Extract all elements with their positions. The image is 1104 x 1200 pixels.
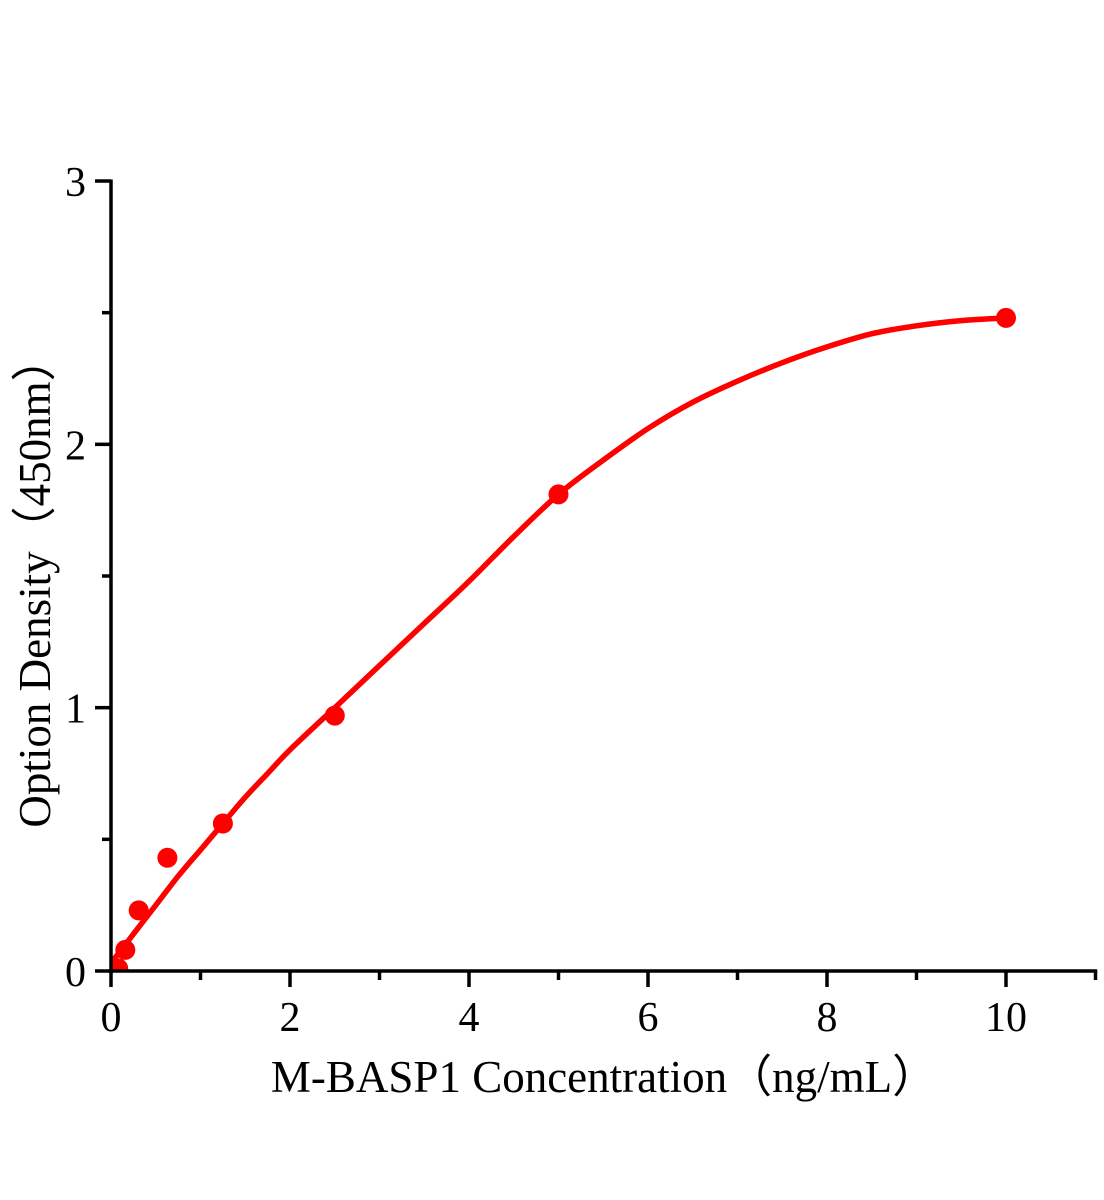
plot-layer: [109, 307, 1016, 970]
x-tick-label: 4: [459, 995, 480, 1041]
data-point: [109, 958, 129, 970]
x-tick-label: 8: [817, 995, 838, 1041]
data-point: [324, 705, 345, 726]
data-point: [128, 900, 149, 921]
y-tick-label: 3: [65, 160, 86, 206]
data-point: [115, 939, 136, 960]
data-point: [548, 484, 569, 505]
fit-curve: [109, 315, 1009, 966]
x-tick-label: 10: [985, 995, 1027, 1041]
x-axis-title: M-BASP1 Concentration（ng/mL）: [271, 1052, 937, 1102]
y-tick-label: 0: [65, 950, 86, 996]
x-tick-label: 6: [638, 995, 659, 1041]
data-point: [212, 813, 233, 834]
y-tick-label: 1: [65, 687, 86, 733]
x-tick-label: 0: [101, 995, 122, 1041]
data-point: [157, 847, 178, 868]
y-tick-label: 2: [65, 423, 86, 469]
data-point: [996, 307, 1016, 328]
axis-layer: 0 2 4 6 8 10 0 1 2 3: [65, 160, 1098, 1041]
y-axis-title: Option Density（450nm）: [10, 336, 60, 827]
x-tick-label: 2: [280, 995, 301, 1041]
